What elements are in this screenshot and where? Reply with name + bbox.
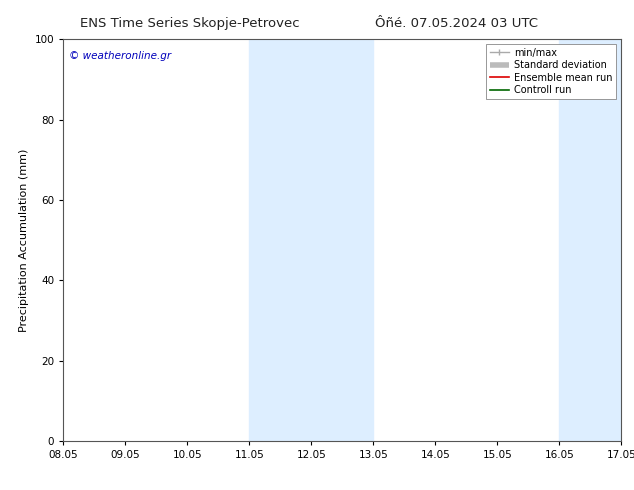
Bar: [249, 39, 373, 441]
Text: Ôñé. 07.05.2024 03 UTC: Ôñé. 07.05.2024 03 UTC: [375, 17, 538, 30]
Text: ENS Time Series Skopje-Petrovec: ENS Time Series Skopje-Petrovec: [81, 17, 300, 30]
Bar: [559, 39, 621, 441]
Y-axis label: Precipitation Accumulation (mm): Precipitation Accumulation (mm): [19, 148, 29, 332]
Text: © weatheronline.gr: © weatheronline.gr: [69, 51, 171, 61]
Legend: min/max, Standard deviation, Ensemble mean run, Controll run: min/max, Standard deviation, Ensemble me…: [486, 44, 616, 99]
